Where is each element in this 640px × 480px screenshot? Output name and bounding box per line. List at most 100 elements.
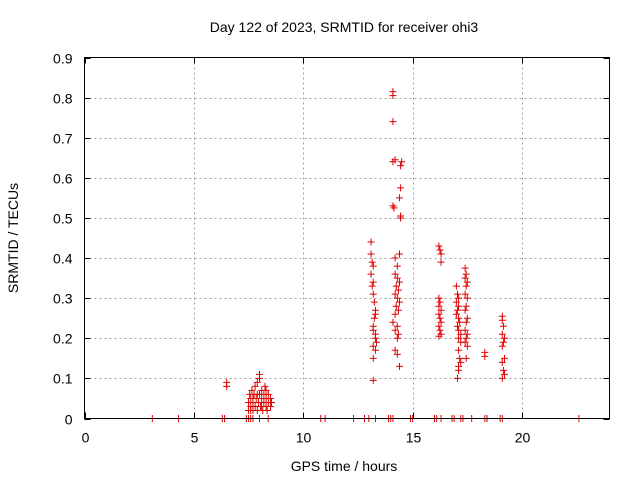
data-point: [247, 406, 255, 414]
data-point: [264, 390, 272, 398]
data-point: [253, 378, 261, 386]
data-point: [397, 162, 405, 170]
data-point: [391, 290, 399, 298]
y-tick-label: 0.5: [53, 211, 73, 227]
data-point: [251, 382, 259, 390]
data-point: [391, 156, 399, 164]
data-point: [393, 334, 401, 342]
y-tick-label: 0: [65, 412, 73, 428]
data-point: [452, 298, 460, 306]
data-point: [498, 358, 506, 366]
data-point: [398, 158, 406, 166]
data-point: [389, 318, 397, 326]
data-point: [258, 402, 266, 410]
data-point: [457, 358, 465, 366]
data-point: [393, 274, 401, 282]
data-point: [455, 326, 463, 334]
data-point: [256, 370, 263, 378]
data-point: [437, 306, 445, 314]
data-point: [369, 278, 377, 286]
data-point: [463, 330, 471, 338]
data-point: [437, 258, 445, 266]
data-point: [501, 334, 508, 342]
data-point: [435, 302, 443, 310]
data-point: [462, 354, 470, 362]
data-point: [436, 314, 444, 322]
x-tick-label: 20: [515, 430, 531, 446]
data-point: [369, 262, 377, 270]
data-point: [367, 238, 375, 246]
data-point: [391, 270, 399, 278]
data-point: [437, 250, 445, 258]
data-point: [389, 92, 397, 100]
y-tick-label: 0.2: [53, 331, 73, 347]
data-point: [263, 406, 271, 414]
data-point: [396, 362, 403, 370]
chart-title: Day 122 of 2023, SRMTID for receiver ohi…: [210, 19, 479, 35]
data-point: [266, 402, 274, 410]
data-point: [462, 282, 470, 290]
data-point: [453, 374, 461, 382]
data-point: [435, 310, 443, 318]
data-point: [455, 346, 463, 354]
data-point: [463, 342, 471, 350]
data-point: [498, 316, 506, 324]
data-point: [393, 294, 401, 302]
data-point: [463, 314, 471, 322]
data-point: [456, 318, 464, 326]
data-point: [463, 294, 471, 302]
data-point: [373, 338, 381, 346]
data-point: [371, 346, 379, 354]
data-point: [453, 306, 461, 314]
axes: 0 0.1 0.2 0.3 0.4 0.5 0.6 0.7 0.8 0.9 0 5 10 15 20: [53, 51, 610, 446]
data-point: [397, 214, 405, 222]
data-point: [266, 394, 274, 402]
data-point: [453, 322, 461, 330]
data-points: [148, 88, 583, 422]
data-point: [369, 376, 377, 384]
data-point: [462, 270, 470, 278]
data-point: [396, 194, 403, 202]
x-tick-label: 15: [406, 430, 422, 446]
data-point: [369, 342, 377, 350]
x-tick-label: 0: [82, 430, 90, 446]
data-point: [462, 318, 470, 326]
data-point: [367, 250, 375, 258]
data-point: [391, 346, 399, 354]
data-point: [392, 282, 400, 290]
data-point: [397, 184, 405, 192]
data-point: [370, 314, 378, 322]
data-point: [461, 338, 469, 346]
data-point: [461, 326, 469, 334]
data-point: [396, 278, 403, 286]
data-point: [452, 310, 460, 318]
y-tick-label: 0.8: [53, 91, 73, 107]
data-point: [435, 322, 443, 330]
x-axis-label: GPS time / hours: [291, 458, 398, 474]
data-point: [452, 282, 460, 290]
data-point: [462, 302, 470, 310]
data-point: [253, 390, 261, 398]
data-point: [456, 354, 464, 362]
data-point: [248, 386, 256, 394]
data-point: [396, 250, 403, 258]
data-point: [498, 330, 506, 338]
data-point: [437, 318, 445, 326]
data-point: [436, 298, 444, 306]
data-point: [389, 118, 397, 126]
data-point: [461, 306, 469, 314]
data-point: [462, 334, 470, 342]
data-point: [501, 354, 508, 362]
plot-frame: [84, 57, 610, 419]
data-point: [461, 290, 469, 298]
data-point: [498, 374, 506, 382]
data-point: [261, 382, 269, 390]
y-tick-label: 0.9: [53, 51, 73, 67]
data-point: [435, 242, 443, 250]
data-point: [393, 262, 401, 270]
x-tick-label: 10: [296, 430, 312, 446]
data-point: [369, 290, 377, 298]
y-tick-label: 0.7: [53, 131, 73, 147]
data-point: [435, 294, 443, 302]
